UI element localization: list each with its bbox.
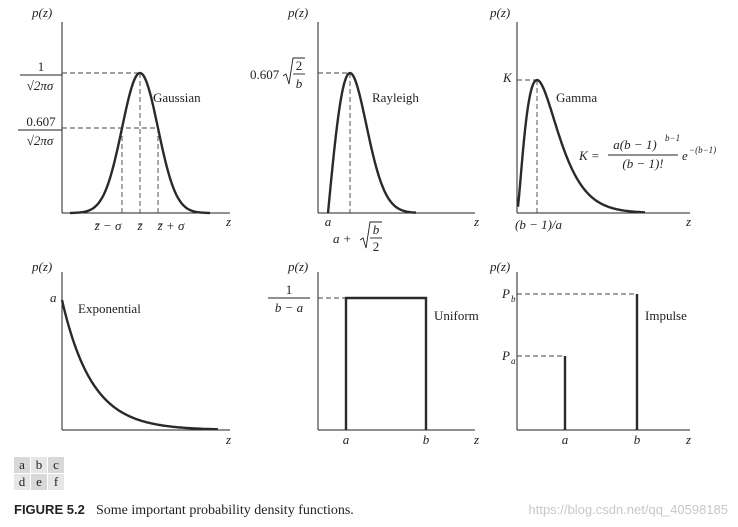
y-label: p(z) xyxy=(287,5,308,20)
annotation: (b − 1)/a xyxy=(515,217,563,232)
annotation: z̄ − σ xyxy=(94,218,122,233)
y-label: p(z) xyxy=(489,5,510,20)
annotation: a + xyxy=(333,231,352,246)
annotation: a xyxy=(562,432,569,447)
x-label: z xyxy=(685,432,691,447)
panel-name: Impulse xyxy=(645,308,687,323)
x-label: z xyxy=(225,432,231,447)
annotation: b − a xyxy=(275,300,304,315)
annotation: a xyxy=(325,214,332,229)
annotation: b xyxy=(423,432,430,447)
annotation: b xyxy=(373,222,380,237)
letter: f xyxy=(54,474,59,489)
gaussian-curve xyxy=(70,71,210,215)
annotation: b xyxy=(296,76,303,91)
panel-name: Exponential xyxy=(78,301,141,316)
rayleigh-curve xyxy=(326,71,417,214)
annotation: P xyxy=(501,286,510,301)
formula: (b − 1)! xyxy=(622,156,663,171)
annotation: √2πσ xyxy=(27,133,54,148)
y-label: p(z) xyxy=(31,5,52,20)
formula: b−1 xyxy=(665,133,680,143)
y-label: p(z) xyxy=(489,259,510,274)
panel-name: Uniform xyxy=(434,308,479,323)
y-label: p(z) xyxy=(287,259,308,274)
uniform-curve xyxy=(344,296,428,430)
annotation: 1 xyxy=(286,282,293,297)
guides xyxy=(62,72,639,430)
x-label: z xyxy=(225,214,231,229)
annotation: a xyxy=(511,356,516,366)
annotation: 0.607 xyxy=(26,114,56,129)
x-label: z xyxy=(473,432,479,447)
caption-label: FIGURE 5.2 xyxy=(14,502,85,517)
annotation: a xyxy=(343,432,350,447)
letter: b xyxy=(36,457,43,472)
x-label: z xyxy=(473,214,479,229)
annotation: √2πσ xyxy=(27,78,54,93)
letter: c xyxy=(53,457,59,472)
formula: K = xyxy=(578,148,600,163)
annotation: a xyxy=(50,290,57,305)
annotation: b xyxy=(511,294,516,304)
annotation: K xyxy=(502,70,513,85)
caption-text: Some important probability density funct… xyxy=(96,503,354,518)
letter: e xyxy=(36,474,42,489)
annotation: 0.607 xyxy=(250,67,280,82)
watermark: https://blog.csdn.net/qq_40598185 xyxy=(529,502,729,517)
exponential-curve xyxy=(60,299,218,431)
formula: a(b − 1) xyxy=(613,137,656,152)
annotation: z̄ + σ xyxy=(157,218,185,233)
letter: a xyxy=(19,457,25,472)
annotation: z̄ xyxy=(136,218,143,233)
formula: −(b−1) xyxy=(689,145,716,155)
panel-name: Gamma xyxy=(556,90,597,105)
panel-name: Gaussian xyxy=(153,90,201,105)
panel-name: Rayleigh xyxy=(372,90,419,105)
x-label: z xyxy=(685,214,691,229)
annotation: 2 xyxy=(373,239,380,254)
annotation: P xyxy=(501,348,510,363)
gamma-curve xyxy=(516,78,645,214)
y-label: p(z) xyxy=(31,259,52,274)
annotation: b xyxy=(634,432,641,447)
formula: e xyxy=(682,148,688,163)
annotation: 1 xyxy=(38,59,45,74)
axes xyxy=(61,22,690,431)
panel-letters: a b c d e f xyxy=(14,457,64,490)
annotation: 2 xyxy=(296,58,303,73)
letter: d xyxy=(19,474,26,489)
